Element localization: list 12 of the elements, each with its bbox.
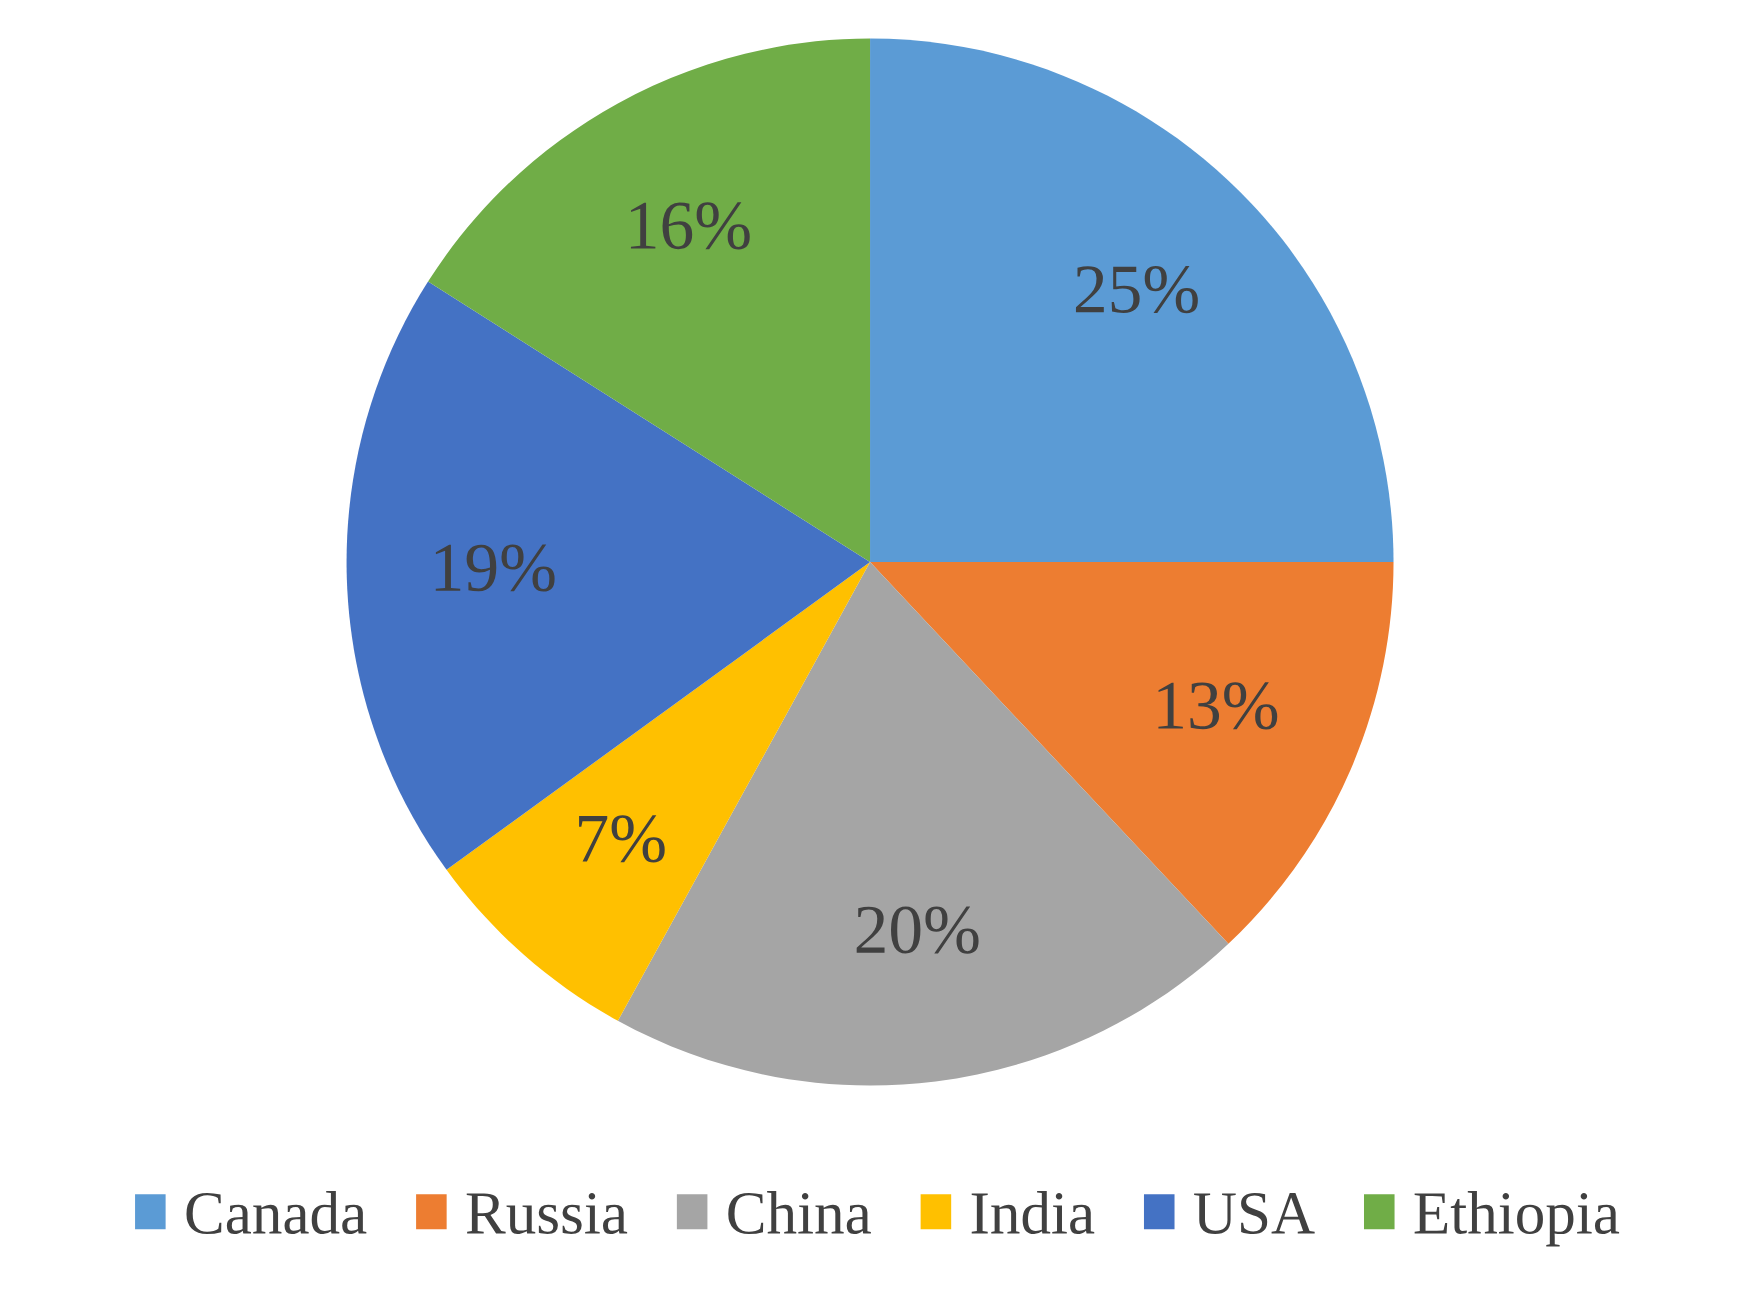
legend-label: USA	[1194, 1192, 1315, 1235]
legend-label: India	[971, 1191, 1095, 1235]
legend-label: Canada	[186, 1191, 367, 1235]
data-label: 19%	[435, 544, 555, 592]
data-label: 25%	[1075, 266, 1198, 314]
legend-label: China	[728, 1191, 871, 1235]
legend-label: Russia	[466, 1192, 628, 1235]
data-label: 16%	[630, 202, 750, 250]
data-label: 13%	[1158, 682, 1278, 730]
legend-label: Ethiopia	[1414, 1191, 1620, 1247]
data-label: 7%	[579, 815, 665, 863]
data-label: 20%	[856, 906, 979, 954]
